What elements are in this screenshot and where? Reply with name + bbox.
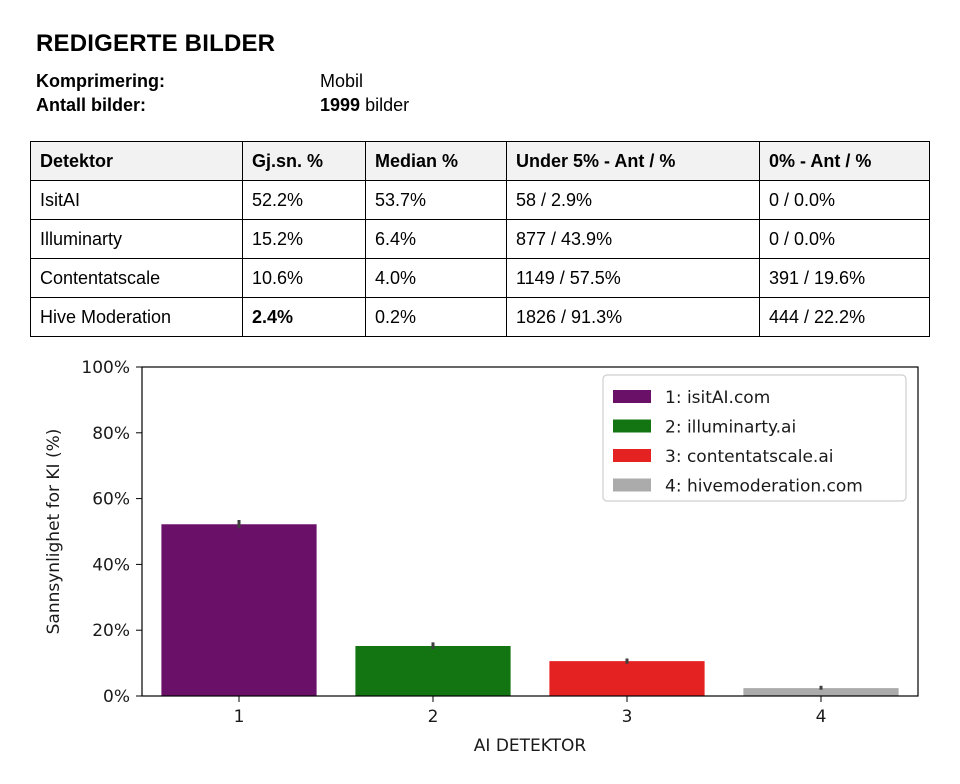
table-row: Contentatscale 10.6% 4.0% 1149 / 57.5% 3… — [30, 258, 930, 298]
count-value: 1999 — [320, 95, 361, 115]
table-cell: 10.6% — [242, 258, 366, 298]
legend-entry: 2: illuminarty.ai — [665, 418, 796, 438]
column-header: Under 5% - Ant / % — [506, 141, 760, 181]
x-tick-label: 3 — [622, 707, 633, 727]
y-tick-label: 20% — [92, 621, 130, 641]
count-label: Antall bilder: — [36, 95, 147, 115]
legend-box — [602, 374, 907, 502]
x-tick-label: 2 — [428, 707, 439, 727]
table-cell: 52.2% — [242, 180, 366, 220]
legend-entry: 3: contentatscale.ai — [665, 447, 833, 467]
bar-chart: 1 2 3 40%20%40%60%80%100%AI DETEKTORSannsyn… — [44, 358, 919, 756]
table-cell: Hive Moderation — [30, 297, 243, 337]
table-cell: Illuminarty — [30, 219, 243, 259]
y-tick-label: 60% — [92, 490, 130, 510]
bar-2 — [355, 645, 511, 696]
count-value-wrap: 1999 bilder — [320, 95, 409, 116]
legend-swatch — [613, 419, 651, 433]
plot-frame — [141, 366, 919, 697]
table-cell: 1149 / 57.5% — [506, 258, 760, 298]
page-title: REDIGERTE BILDER — [36, 30, 276, 57]
x-tick-label: 1 — [234, 707, 245, 727]
table-cell: 1826 / 91.3% — [506, 297, 760, 337]
legend-swatch — [613, 390, 651, 403]
y-tick-label: 40% — [92, 555, 130, 575]
table-cell: 58 / 2.9% — [506, 180, 760, 220]
legend-entry: 4: hivemoderation.com — [665, 477, 863, 497]
table-cell: 4.0% — [365, 258, 507, 298]
x-axis-label: AI DETEKTOR — [474, 736, 587, 756]
table-cell: 0 / 0.0% — [759, 180, 930, 220]
column-header: Gj.sn. % — [242, 141, 366, 181]
table-cell: 444 / 22.2% — [759, 297, 930, 337]
stats-table: Detektor Gj.sn. % Median % Under 5% - An… — [30, 141, 930, 337]
column-header: 0% - Ant / % — [759, 141, 930, 181]
count-unit: bilder — [365, 95, 410, 115]
compression-value: Mobil — [320, 71, 364, 91]
table-cell: 15.2% — [242, 219, 366, 259]
x-tick-label: 4 — [816, 707, 827, 727]
column-header: Detektor — [30, 141, 243, 181]
bar-3 — [549, 661, 705, 696]
table-cell: 0 / 0.0% — [759, 219, 930, 259]
y-axis-label: Sannsynlighet for KI (%) — [44, 429, 64, 635]
legend-swatch — [613, 478, 651, 492]
table-row: Hive Moderation 2.4% 0.2% 1826 / 91.3% 4… — [30, 297, 930, 337]
table-cell: 391 / 19.6% — [759, 258, 930, 298]
table-cell: 0.2% — [365, 297, 507, 337]
legend-entry: 1: isitAI.com — [665, 388, 770, 408]
y-tick-label: 100% — [81, 358, 130, 378]
table-cell: IsitAI — [30, 180, 243, 220]
table-cell: Contentatscale — [30, 258, 243, 298]
y-tick-label: 80% — [92, 424, 130, 444]
column-header: Median % — [365, 141, 507, 181]
y-tick-label: 0% — [103, 687, 130, 707]
bar-1 — [161, 524, 317, 696]
table-cell: 877 / 43.9% — [506, 219, 760, 259]
table-row: Illuminarty 15.2% 6.4% 877 / 43.9% 0 / 0… — [30, 219, 930, 259]
table-cell: 6.4% — [365, 219, 507, 259]
table-cell: 53.7% — [365, 180, 507, 220]
bar-4 — [743, 688, 899, 696]
compression-label: Komprimering: — [36, 71, 166, 91]
legend-swatch — [613, 449, 651, 462]
table-row: IsitAI 52.2% 53.7% 58 / 2.9% 0 / 0.0% — [30, 180, 930, 220]
table-header-row: Detektor Gj.sn. % Median % Under 5% - An… — [30, 141, 930, 181]
table-cell-highlight: 2.4% — [242, 297, 366, 337]
